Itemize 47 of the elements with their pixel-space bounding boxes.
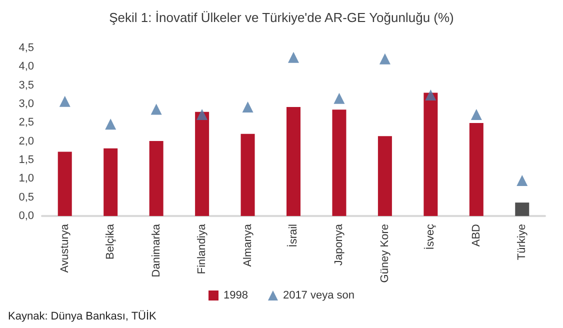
point: [242, 101, 254, 112]
point: [288, 52, 299, 63]
point: [105, 118, 116, 130]
x-tick-label: İsrail: [286, 224, 300, 248]
x-tick-label: Almanya: [242, 223, 254, 267]
x-tick-label: Güney Kore: [378, 224, 391, 283]
x-tick-label: Danimarka: [150, 223, 162, 278]
text: Kaynak: Dünya Bankası, TÜİK: [8, 310, 158, 322]
point: [196, 108, 208, 120]
bar: [515, 202, 530, 216]
point: [150, 104, 162, 115]
bar: [378, 136, 392, 216]
bar: [149, 140, 164, 216]
y-tick-label: 3,5: [18, 79, 34, 92]
y-tick-label: 1,5: [18, 154, 34, 166]
point: [59, 96, 70, 107]
y-tick-label: 4,0: [18, 60, 34, 73]
x-tick-label: Japonya: [333, 223, 346, 266]
x-tick-label: Türkiye: [516, 224, 528, 260]
y-tick-label: 4,5: [18, 42, 34, 54]
legend-label: 2017 veya son: [282, 290, 355, 302]
point: [334, 92, 345, 104]
x-tick-label: İsveç: [424, 224, 437, 250]
point: [425, 90, 436, 101]
legend-label: 1998: [223, 290, 248, 302]
bar: [104, 148, 118, 216]
bar: [195, 112, 210, 216]
x-tick-label: Avusturya: [58, 223, 71, 273]
y-tick-label: 2,5: [18, 116, 34, 129]
point: [379, 53, 390, 64]
y-tick-label: 0,0: [18, 210, 34, 222]
x-tick-label: ABD: [470, 224, 482, 247]
y-tick-label: 2,0: [18, 135, 34, 148]
bar: [58, 152, 72, 216]
y-tick-label: 0,5: [18, 191, 34, 204]
bar: [286, 106, 300, 216]
x-tick-label: Finlandiya: [196, 223, 208, 274]
x-tick-label: Belçika: [104, 223, 117, 260]
bar: [469, 123, 484, 216]
point: [470, 108, 482, 120]
bar: [240, 134, 255, 216]
chart-title: Şekil 1: İnovatif Ülkeler ve Türkiye'de AR-GE Yoğunluğu (%): [109, 10, 454, 25]
point: [516, 175, 528, 186]
y-tick-label: 1,0: [18, 172, 34, 185]
y-tick-label: 3,0: [18, 98, 34, 110]
bar: [424, 92, 438, 216]
bar: [332, 110, 346, 216]
